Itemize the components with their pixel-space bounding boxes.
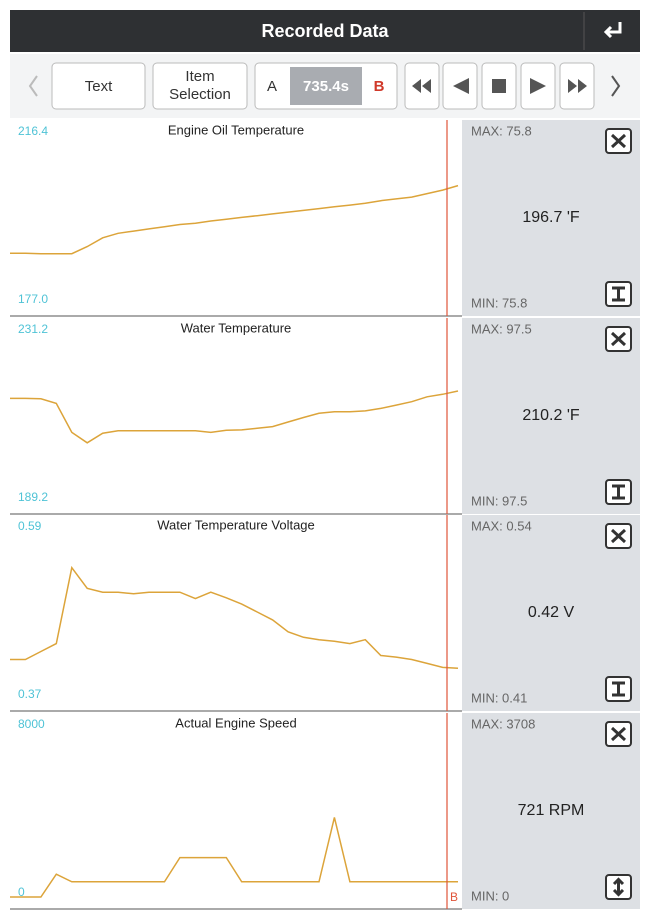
y-tick-label: 177.0 bbox=[18, 292, 48, 306]
button-box bbox=[51, 62, 146, 110]
scale-button[interactable] bbox=[605, 281, 632, 307]
stop-button[interactable] bbox=[481, 62, 517, 110]
icon bbox=[612, 286, 625, 302]
icon bbox=[612, 484, 625, 500]
icon bbox=[453, 78, 469, 94]
fast-forward-button[interactable] bbox=[559, 62, 595, 110]
button-label: Text bbox=[85, 78, 113, 95]
close-button[interactable] bbox=[605, 326, 632, 352]
y-tick-label: 189.2 bbox=[18, 490, 48, 504]
min-label: MIN: 75.8 bbox=[471, 295, 527, 310]
time-value: 735.4s bbox=[303, 78, 349, 95]
y-tick-label: 231.2 bbox=[18, 322, 48, 336]
data-line bbox=[10, 565, 459, 669]
icon bbox=[610, 331, 627, 347]
rewind-button[interactable] bbox=[404, 62, 440, 110]
y-tick-label: 8000 bbox=[18, 717, 45, 731]
charts: Engine Oil Temperature 216.4 177.0 MAX: 75.… bbox=[10, 120, 640, 910]
current-value: 721 RPM bbox=[518, 802, 585, 819]
icon bbox=[610, 528, 627, 544]
close-button[interactable] bbox=[605, 523, 632, 549]
time-box bbox=[290, 67, 362, 105]
text-button[interactable]: Text bbox=[51, 62, 146, 110]
max-label: MAX: 97.5 bbox=[471, 321, 532, 336]
chart-title: Engine Oil Temperature bbox=[168, 122, 304, 137]
prev-arrow[interactable] bbox=[28, 75, 38, 97]
next-arrow[interactable] bbox=[611, 75, 621, 97]
icon bbox=[568, 79, 587, 93]
header-title: Recorded Data bbox=[261, 21, 389, 41]
data-line bbox=[10, 390, 459, 444]
min-label: MIN: 0 bbox=[471, 888, 509, 903]
back-icon bbox=[603, 22, 622, 39]
button-label: Item Selection bbox=[169, 68, 231, 103]
max-label: MAX: 75.8 bbox=[471, 123, 532, 138]
icon bbox=[610, 726, 627, 742]
max-label: MAX: 3708 bbox=[471, 716, 535, 731]
close-button[interactable] bbox=[605, 128, 632, 154]
y-tick-label: 0 bbox=[18, 885, 25, 899]
close-button[interactable] bbox=[605, 721, 632, 747]
current-value: 196.7 'F bbox=[522, 209, 580, 226]
icon bbox=[492, 79, 506, 93]
button-box bbox=[152, 62, 248, 110]
icon bbox=[610, 133, 627, 149]
cursor-label: B bbox=[450, 890, 458, 904]
data-line bbox=[10, 184, 459, 255]
data-line bbox=[10, 817, 458, 898]
chart-title: Water Temperature bbox=[181, 320, 292, 335]
y-tick-label: 0.37 bbox=[18, 687, 42, 701]
y-tick-label: 216.4 bbox=[18, 124, 48, 138]
min-label: MIN: 0.41 bbox=[471, 690, 527, 705]
max-label: MAX: 0.54 bbox=[471, 518, 532, 533]
chart-title: Water Temperature Voltage bbox=[157, 517, 315, 532]
y-tick-label: 0.59 bbox=[18, 519, 42, 533]
scale-button[interactable] bbox=[605, 676, 632, 702]
back-button[interactable] bbox=[603, 22, 622, 39]
icon bbox=[612, 877, 625, 897]
header-bar bbox=[10, 10, 640, 52]
marker-b[interactable]: B bbox=[374, 78, 385, 95]
step-back-button[interactable] bbox=[442, 62, 478, 110]
scale-button[interactable] bbox=[605, 874, 632, 900]
current-value: 0.42 V bbox=[528, 604, 575, 621]
marker-a[interactable]: A bbox=[267, 78, 277, 95]
step-forward-button[interactable] bbox=[520, 62, 556, 110]
icon bbox=[530, 78, 546, 94]
min-label: MIN: 97.5 bbox=[471, 493, 527, 508]
chart-title: Actual Engine Speed bbox=[175, 715, 296, 730]
icon bbox=[612, 681, 625, 697]
button-label-box: Item Selection bbox=[169, 68, 231, 103]
scale-button[interactable] bbox=[605, 479, 632, 505]
icon bbox=[412, 79, 431, 93]
item-selection-button[interactable]: Item Selection bbox=[152, 62, 248, 110]
current-value: 210.2 'F bbox=[522, 407, 580, 424]
